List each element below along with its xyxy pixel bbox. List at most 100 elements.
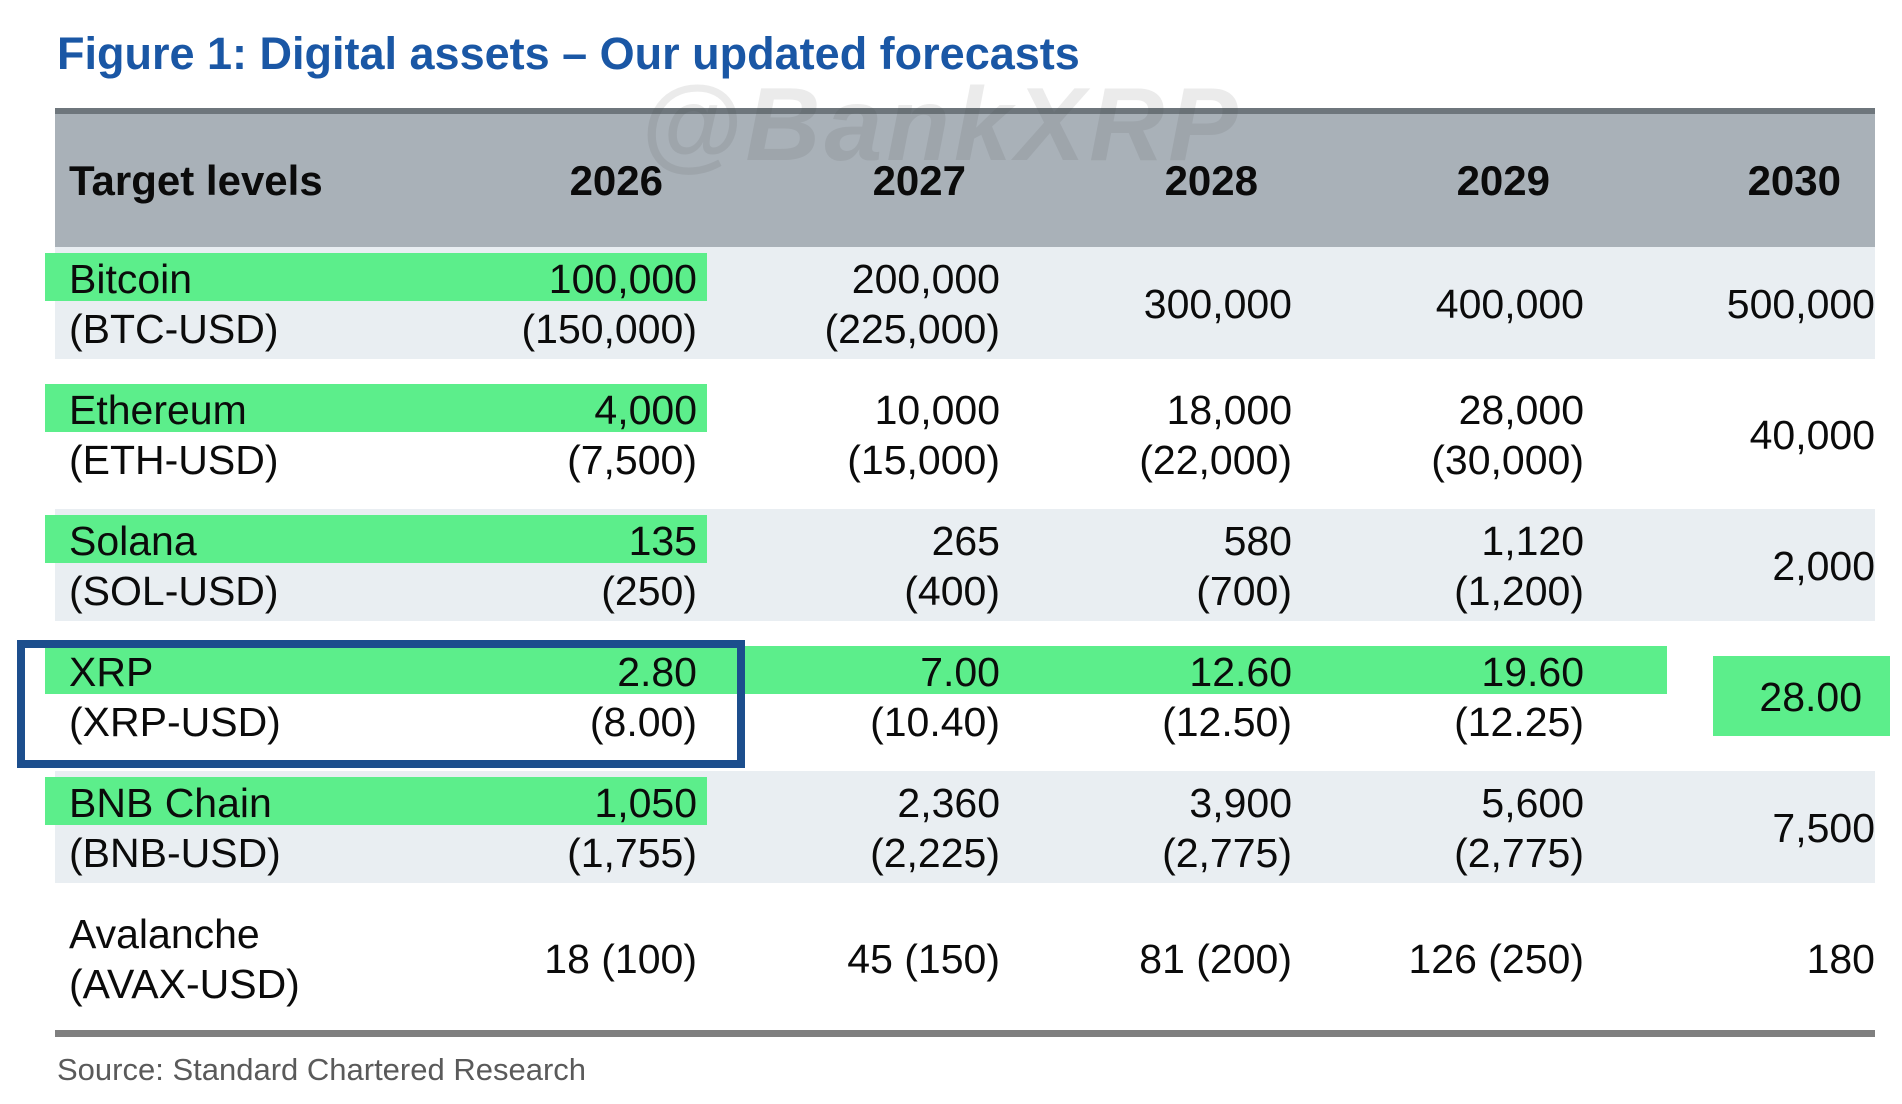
table-row-ethereum: Ethereum (ETH-USD) 4,000 (7,500) 10,000 … <box>45 378 1875 509</box>
asset-label-cell: XRP (XRP-USD) <box>55 640 405 771</box>
value-primary: 4,000 <box>594 387 697 433</box>
asset-label-cell: BNB Chain (BNB-USD) <box>55 771 405 902</box>
green-highlight-bar <box>45 777 707 825</box>
value-secondary: (400) <box>904 568 1000 614</box>
cell-ethereum-2026: 4,000 (7,500) <box>405 378 697 509</box>
header-year-2029: 2029 <box>1456 156 1550 204</box>
header-year-2027: 2027 <box>872 156 966 204</box>
asset-ticker: (AVAX-USD) <box>69 961 300 1007</box>
value-secondary: (22,000) <box>1139 437 1292 483</box>
asset-label-cell: Avalanche (AVAX-USD) <box>55 902 405 1033</box>
cell-ethereum-2029: 28,000 (30,000) <box>1292 378 1584 509</box>
value-primary: 2,000 <box>1772 543 1875 589</box>
cell-avalanche-2026: 18 (100) <box>405 902 697 1033</box>
value-primary: 7,500 <box>1772 805 1875 851</box>
cell-ethereum-2028: 18,000 (22,000) <box>1000 378 1292 509</box>
cell-xrp-2027: 7.00 (10.40) <box>697 640 1000 771</box>
value-primary: 265 <box>931 518 1000 564</box>
header-year-2026: 2026 <box>569 156 663 204</box>
value-secondary: (10.40) <box>870 699 1000 745</box>
cell-solana-2030: 2,000 <box>1584 509 1875 640</box>
source-note: Source: Standard Chartered Research <box>57 1052 587 1087</box>
header-year-2030: 2030 <box>1747 156 1841 204</box>
value-secondary: (1,200) <box>1454 568 1584 614</box>
green-highlight-bar <box>45 253 707 301</box>
cell-solana-2029: 1,120 (1,200) <box>1292 509 1584 640</box>
cell-ethereum-2030: 40,000 <box>1584 378 1875 509</box>
table-row-solana: Solana (SOL-USD) 135 (250) 265 (400) 580… <box>45 509 1875 640</box>
cell-bnb-2027: 2,360 (2,225) <box>697 771 1000 902</box>
asset-name: Solana <box>69 518 197 564</box>
value-primary: 18 (100) <box>544 936 697 982</box>
green-highlight-bar <box>45 384 707 432</box>
cell-avalanche-2028: 81 (200) <box>1000 902 1292 1033</box>
cell-bnb-2029: 5,600 (2,775) <box>1292 771 1584 902</box>
value-secondary: (250) <box>601 568 697 614</box>
cell-bitcoin-2026: 100,000 (150,000) <box>405 247 697 378</box>
asset-name: Avalanche <box>69 911 260 957</box>
value-secondary: (12.50) <box>1162 699 1292 745</box>
value-secondary: (12.25) <box>1454 699 1584 745</box>
value-primary: 400,000 <box>1435 281 1584 327</box>
value-primary: 180 <box>1806 936 1875 982</box>
cell-avalanche-2030: 180 <box>1584 902 1875 1033</box>
value-primary: 19.60 <box>1481 649 1584 695</box>
value-primary: 81 (200) <box>1139 936 1292 982</box>
value-primary: 2.80 <box>617 649 697 695</box>
value-secondary: (30,000) <box>1431 437 1584 483</box>
value-primary: 500,000 <box>1726 281 1875 327</box>
cell-solana-2027: 265 (400) <box>697 509 1000 640</box>
table-row-bitcoin: Bitcoin (BTC-USD) 100,000 (150,000) 200,… <box>45 247 1875 378</box>
value-primary: 7.00 <box>920 649 1000 695</box>
cell-solana-2028: 580 (700) <box>1000 509 1292 640</box>
cell-avalanche-2029: 126 (250) <box>1292 902 1584 1033</box>
cell-xrp-2028: 12.60 (12.50) <box>1000 640 1292 771</box>
value-primary: 200,000 <box>851 256 1000 302</box>
cell-avalanche-2027: 45 (150) <box>697 902 1000 1033</box>
value-primary: 10,000 <box>874 387 1000 433</box>
value-secondary: (225,000) <box>824 306 1000 352</box>
value-secondary: (1,755) <box>567 830 697 876</box>
bottom-divider-line <box>55 1030 1875 1037</box>
value-primary: 126 (250) <box>1408 936 1584 982</box>
value-secondary: (2,775) <box>1454 830 1584 876</box>
value-primary: 28,000 <box>1458 387 1584 433</box>
value-secondary: (150,000) <box>521 306 697 352</box>
value-primary: 3,900 <box>1189 780 1292 826</box>
blue-outline-box <box>17 640 745 768</box>
green-highlight-bar <box>45 515 707 563</box>
green-highlight-box-2030 <box>1713 656 1890 736</box>
cell-bnb-2030: 7,500 <box>1584 771 1875 902</box>
value-secondary: (7,500) <box>567 437 697 483</box>
asset-ticker: (ETH-USD) <box>69 437 279 483</box>
cell-xrp-2026: 2.80 (8.00) <box>405 640 697 771</box>
asset-ticker: (SOL-USD) <box>69 568 279 614</box>
header-year-2028: 2028 <box>1164 156 1258 204</box>
value-secondary: (8.00) <box>589 699 697 745</box>
value-primary: 100,000 <box>548 256 697 302</box>
asset-name: BNB Chain <box>69 780 272 826</box>
value-primary: 2,360 <box>897 780 1000 826</box>
table-row-avalanche: Avalanche (AVAX-USD) 18 (100) 45 (150) 8… <box>55 902 1875 1033</box>
asset-ticker: (BTC-USD) <box>69 306 279 352</box>
value-secondary: (15,000) <box>847 437 1000 483</box>
asset-name: Bitcoin <box>69 256 193 302</box>
cell-xrp-2030: 28.00 <box>1584 640 1875 771</box>
figure-title: Figure 1: Digital assets – Our updated f… <box>57 28 1080 79</box>
value-primary: 580 <box>1223 518 1292 564</box>
value-primary: 135 <box>628 518 697 564</box>
asset-label-cell: Bitcoin (BTC-USD) <box>55 247 405 378</box>
value-secondary: (2,225) <box>870 830 1000 876</box>
value-primary: 5,600 <box>1481 780 1584 826</box>
cell-bitcoin-2030: 500,000 <box>1584 247 1875 378</box>
value-secondary: (2,775) <box>1162 830 1292 876</box>
value-primary: 12.60 <box>1189 649 1292 695</box>
value-primary: 1,050 <box>594 780 697 826</box>
cell-ethereum-2027: 10,000 (15,000) <box>697 378 1000 509</box>
value-primary: 18,000 <box>1166 387 1292 433</box>
cell-xrp-2029: 19.60 (12.25) <box>1292 640 1584 771</box>
table-row-bnb: BNB Chain (BNB-USD) 1,050 (1,755) 2,360 … <box>45 771 1875 902</box>
asset-label-cell: Solana (SOL-USD) <box>55 509 405 640</box>
value-secondary: (700) <box>1196 568 1292 614</box>
